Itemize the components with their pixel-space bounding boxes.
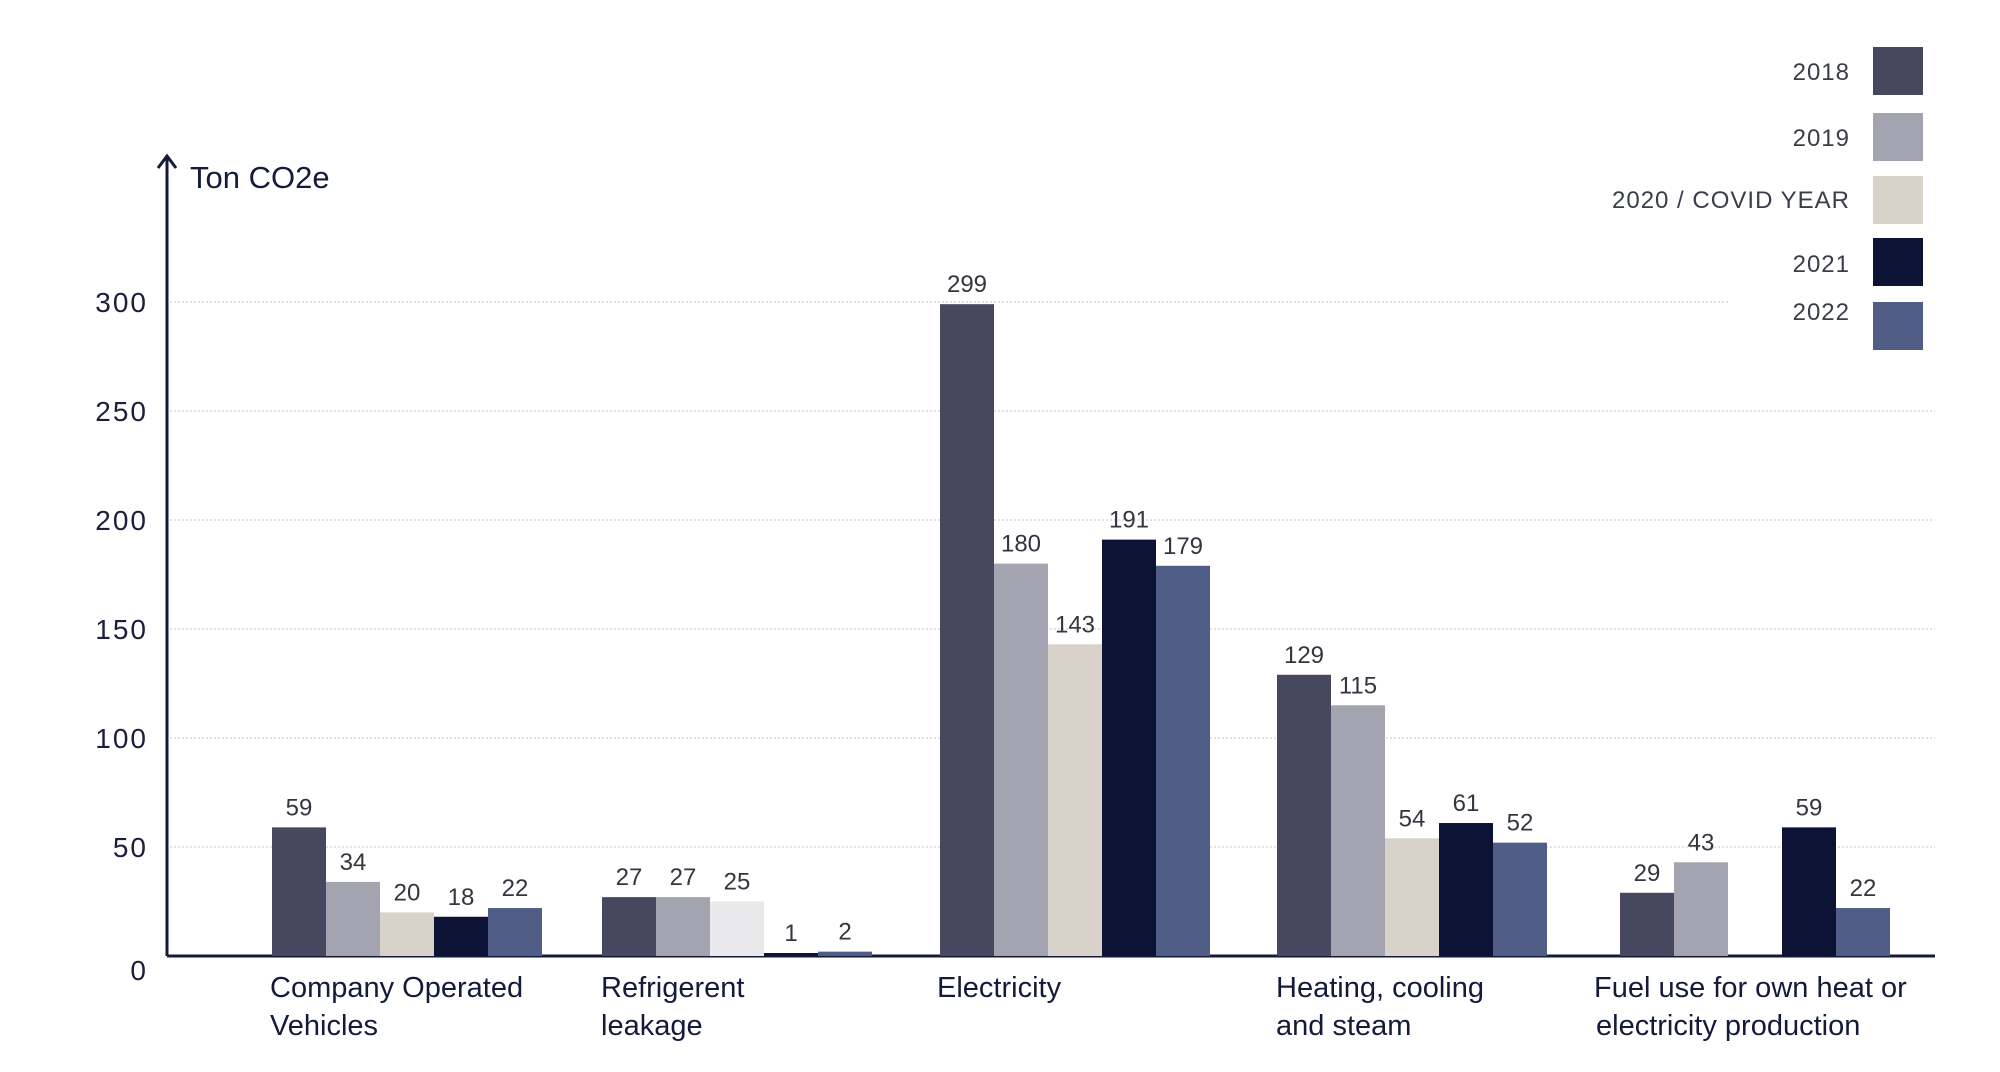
bar-2018-cat2: [940, 304, 994, 956]
data-label: 22: [502, 875, 529, 902]
legend-swatch-4: [1873, 302, 1923, 350]
category-label-3-0: Heating, cooling: [1276, 972, 1484, 1004]
data-label: 2: [838, 919, 851, 946]
y-tick-0: 0: [130, 955, 148, 986]
bar-2020-covid-year-cat3: [1385, 838, 1439, 956]
bar-2018-cat4: [1620, 892, 1674, 956]
data-label: 191: [1109, 507, 1149, 534]
data-label: 43: [1688, 829, 1715, 856]
legend-label-0: 2018: [1793, 59, 1850, 86]
data-label: 20: [394, 879, 421, 906]
data-label: 299: [947, 271, 987, 298]
y-axis-label: Ton CO2e: [190, 160, 330, 195]
legend: 2018 2019 2020 / COVID YEAR 2021 2022: [1612, 47, 1923, 350]
data-label: 179: [1163, 533, 1203, 560]
bar-2020-covid-year-cat1: [710, 901, 764, 956]
data-label: 29: [1634, 860, 1661, 887]
bar-2019-cat3: [1331, 705, 1385, 956]
bar-2022-cat0: [488, 908, 542, 956]
y-tick-50: 50: [113, 832, 148, 863]
data-label: 54: [1399, 805, 1426, 832]
bar-2020-covid-year-cat0: [380, 912, 434, 956]
legend-swatch-1: [1873, 113, 1923, 161]
bar-2018-cat1: [602, 897, 656, 956]
data-label: 18: [448, 884, 475, 911]
bar-2019-cat1: [656, 897, 710, 956]
bar-2022-cat4: [1836, 908, 1890, 956]
category-label-0-0: Company Operated: [270, 972, 523, 1004]
bar-2019-cat0: [326, 881, 380, 956]
category-label-2-0: Electricity: [937, 972, 1062, 1004]
legend-label-1: 2019: [1793, 125, 1850, 152]
category-label-4-0: Fuel use for own heat or: [1594, 972, 1907, 1004]
data-label: 27: [616, 864, 643, 891]
data-labels: 59 34 20 18 22 27 27 25 1 2 299 180 143 191 179 129 115 5…: [286, 271, 1877, 947]
data-label: 27: [670, 864, 697, 891]
bar-2019-cat4: [1674, 862, 1728, 956]
data-label: 129: [1284, 642, 1324, 669]
data-label: 59: [286, 794, 313, 821]
legend-label-2: 2020 / COVID YEAR: [1612, 187, 1850, 214]
category-label-1-0: Refrigerent: [601, 972, 744, 1004]
category-labels: Company Operated Vehicles Refrigerent leaka…: [270, 972, 1907, 1042]
y-axis-arrow: [156, 153, 178, 169]
bar-2022-cat3: [1493, 842, 1547, 956]
data-label: 34: [340, 849, 367, 876]
data-label: 1: [784, 920, 797, 947]
bar-2018-cat3: [1277, 674, 1331, 956]
data-label: 115: [1339, 672, 1377, 699]
y-tick-labels: 0 50 100 150 200 250 300: [95, 287, 148, 986]
y-tick-100: 100: [95, 723, 148, 754]
data-label: 59: [1796, 794, 1823, 821]
bar-2022-cat2: [1156, 565, 1210, 956]
legend-label-3: 2021: [1793, 251, 1850, 278]
y-tick-250: 250: [95, 396, 148, 427]
bar-2019-cat2: [994, 563, 1048, 956]
bars: [272, 304, 1890, 956]
data-label: 25: [724, 869, 751, 896]
grid-lines: [170, 301, 1935, 848]
data-label: 143: [1055, 611, 1095, 638]
legend-swatch-3: [1873, 238, 1923, 286]
legend-swatch-2: [1873, 176, 1923, 224]
category-label-3-1: and steam: [1276, 1010, 1411, 1042]
data-label: 180: [1001, 531, 1041, 558]
y-tick-300: 300: [95, 287, 148, 318]
data-label: 61: [1453, 790, 1480, 817]
y-tick-200: 200: [95, 505, 148, 536]
bar-2018-cat0: [272, 827, 326, 956]
y-tick-150: 150: [95, 614, 148, 645]
bar-2021-cat1: [764, 953, 818, 956]
category-label-1-1: leakage: [601, 1010, 703, 1042]
legend-label-4: 2022: [1793, 299, 1850, 326]
data-label: 52: [1507, 810, 1534, 837]
bar-2021-cat0: [434, 916, 488, 956]
bar-2021-cat2: [1102, 539, 1156, 956]
bar-2021-cat3: [1439, 823, 1493, 956]
bar-2022-cat1: [818, 951, 872, 956]
data-label: 22: [1850, 875, 1877, 902]
bar-2020-covid-year-cat2: [1048, 644, 1102, 956]
category-label-0-1: Vehicles: [270, 1010, 378, 1042]
bar-2021-cat4: [1782, 827, 1836, 956]
category-label-4-1: electricity production: [1596, 1010, 1860, 1042]
legend-swatch-0: [1873, 47, 1923, 95]
